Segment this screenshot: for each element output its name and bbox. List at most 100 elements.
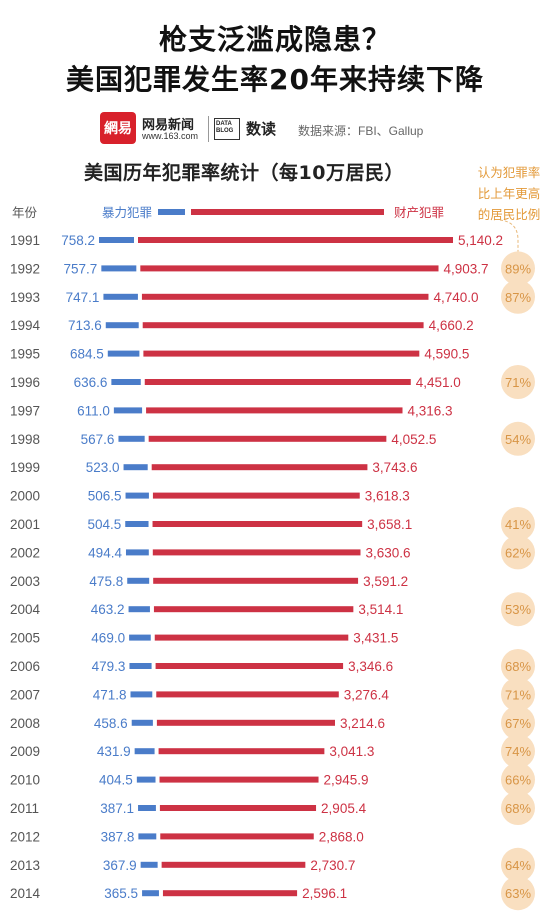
brand-url: www.163.com [142,131,199,141]
property-value-label: 2,596.1 [302,886,347,901]
property-value-label: 4,590.5 [424,347,469,362]
perception-guide-line [499,219,519,260]
property-value-label: 2,945.9 [324,773,369,788]
property-bar [138,237,453,243]
year-label: 2007 [10,687,40,702]
violent-value-label: 475.8 [89,574,123,589]
property-value-label: 3,618.3 [365,489,410,504]
violent-bar [99,237,134,243]
violent-value-label: 469.0 [91,631,125,646]
year-label: 1993 [10,290,40,305]
property-value-label: 4,660.2 [429,318,474,333]
perception-bubble [501,421,535,456]
year-label: 2011 [10,801,39,816]
property-bar [156,691,339,698]
headline-line-1: 枪支泛滥成隐患？ [158,23,391,56]
violent-value-label: 494.4 [88,545,122,560]
violent-bar [140,861,158,868]
violent-bar [127,577,150,584]
property-bar [156,719,335,726]
violent-bar [123,464,148,471]
perception-bubble [501,876,535,911]
property-value-label: 4,903.7 [444,261,489,276]
violent-bar [142,890,159,897]
property-value-label: 3,514.1 [358,602,403,617]
perception-percent-label: 68% [505,659,531,674]
property-value-label: 2,868.0 [319,829,364,844]
year-header: 年份 [12,205,38,220]
year-label: 1997 [10,403,40,418]
violent-value-label: 757.7 [64,261,98,276]
property-value-label: 2,730.7 [310,858,355,873]
year-label: 2003 [10,574,40,589]
perception-bubble [501,251,535,286]
violent-value-label: 636.6 [74,375,108,390]
perception-percent-label: 67% [505,716,531,731]
property-bar [155,663,344,669]
year-label: 1996 [10,375,40,390]
violent-value-label: 471.8 [93,687,127,702]
perception-percent-label: 71% [505,375,531,390]
violent-bar [125,521,149,527]
year-label: 1999 [10,460,40,475]
violent-value-label: 387.1 [100,801,134,816]
perception-bubble [501,705,535,740]
property-value-label: 3,431.5 [353,631,398,646]
perception-bubble [501,847,535,882]
perception-percent-label: 66% [505,773,531,788]
perception-bubble [501,734,535,769]
perception-bubble [501,365,535,399]
property-bar [146,407,403,414]
perception-percent-label: 64% [505,858,531,873]
violent-bar [130,691,153,698]
violent-value-label: 365.5 [104,886,138,901]
property-bar [154,634,349,641]
violent-value-label: 431.9 [97,744,131,759]
violent-value-label: 367.9 [103,858,137,873]
perception-percent-label: 74% [505,744,531,759]
violent-bar [107,350,140,357]
brand-name: 网易新闻 [142,117,195,132]
property-value-label: 3,276.4 [344,687,390,702]
perception-percent-label: 89% [505,261,531,276]
property-bar [158,748,325,755]
perception-note-line-1: 认为犯罪率 [477,165,541,180]
year-label: 2010 [10,773,40,788]
perception-percent-label: 54% [505,432,531,447]
perception-bubble [501,535,535,570]
perception-bubble [501,791,535,825]
property-bar [141,293,429,300]
violent-bar [138,833,157,840]
property-bar [153,606,354,613]
property-value-label: 3,743.6 [372,460,417,475]
year-label: 1998 [10,432,40,447]
year-label: 2005 [10,631,40,646]
violent-bar [128,606,150,613]
year-label: 2009 [10,744,40,759]
property-bar [142,322,424,329]
property-value-label: 3,041.3 [329,744,374,759]
headline-line-2: 美国犯罪发生率20年来持续下降 [66,63,484,96]
perception-bubble [501,507,535,541]
divider [208,116,209,142]
year-label: 2002 [10,545,40,560]
legend-property-label: 财产犯罪 [394,205,444,220]
violent-bar [105,322,139,329]
property-bar [151,464,368,471]
violent-bar [129,663,152,669]
property-bar [161,861,306,868]
property-value-label: 3,658.1 [367,517,412,532]
property-bar [160,833,314,840]
year-label: 1992 [10,261,40,276]
violent-bar [103,293,138,300]
property-bar [140,265,439,272]
credits-bar: 網易 网易新闻 www.163.com DATA BLOG 数读 数据来源：FB… [100,112,520,146]
property-bar [162,890,298,897]
violent-value-label: 404.5 [99,773,133,788]
perception-note-line-3: 的居民比例 [477,207,541,222]
property-bar [152,549,361,556]
perception-bubble [501,592,535,627]
year-label: 2000 [10,489,40,504]
datablog-logo-icon: DATA BLOG [214,118,240,140]
